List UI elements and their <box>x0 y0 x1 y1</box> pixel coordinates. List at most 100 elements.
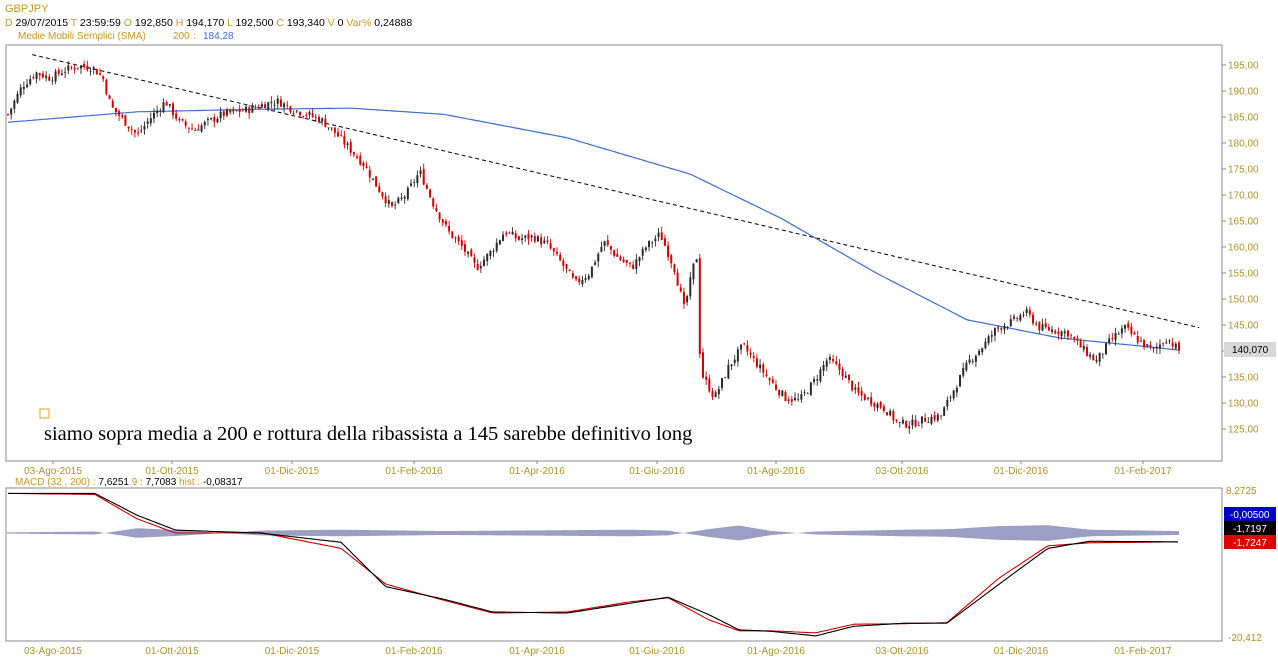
candle <box>1044 318 1047 329</box>
candle-body <box>854 387 857 390</box>
candle-body <box>556 251 559 254</box>
candle-body <box>375 176 378 187</box>
candle <box>676 268 679 286</box>
candle-body <box>213 116 216 122</box>
x-tick-label: 01-Ago-2016 <box>747 646 805 657</box>
candle <box>813 376 816 385</box>
candle-body <box>1006 326 1009 328</box>
candle-body <box>552 248 555 252</box>
candle-body <box>1038 321 1041 331</box>
candle <box>502 231 505 242</box>
candle-body <box>867 397 870 399</box>
candle-body <box>283 103 286 108</box>
candle <box>191 123 194 131</box>
candle-body <box>641 248 644 256</box>
candle <box>213 113 216 128</box>
candle <box>1162 342 1165 348</box>
candle <box>800 390 803 403</box>
candle-body <box>387 200 390 204</box>
candle <box>565 263 568 274</box>
candle-body <box>644 247 647 250</box>
candle-body <box>746 345 749 352</box>
candle-body <box>1035 323 1038 325</box>
candle-body <box>1009 319 1012 326</box>
candle <box>701 348 704 380</box>
candle <box>143 121 146 135</box>
candle <box>651 241 654 248</box>
candle <box>857 382 860 396</box>
candle <box>229 108 232 115</box>
candle <box>1051 325 1054 334</box>
macd-legend-part: : <box>137 477 145 488</box>
candle <box>489 249 492 260</box>
candle-body <box>1092 354 1095 361</box>
candle <box>822 360 825 377</box>
candle-body <box>698 258 701 354</box>
candle-body <box>19 87 22 96</box>
candle <box>740 344 743 355</box>
candle <box>327 127 330 131</box>
x-tick-label: 03-Ago-2015 <box>24 646 82 657</box>
candle <box>86 60 89 72</box>
candle-body <box>45 75 48 78</box>
candle-body <box>32 77 35 79</box>
candle <box>993 327 996 342</box>
candle <box>495 238 498 253</box>
candle <box>1098 352 1101 366</box>
candle-body <box>619 256 622 261</box>
candle <box>568 269 571 272</box>
candle-body <box>578 278 581 283</box>
candle-body <box>1101 353 1104 355</box>
candle <box>860 386 863 401</box>
candle-body <box>276 98 279 104</box>
candle <box>102 75 105 82</box>
candle <box>990 330 993 343</box>
candle <box>460 234 463 250</box>
candle <box>378 182 381 193</box>
candle <box>594 259 597 266</box>
candle-body <box>425 184 428 189</box>
candle-body <box>749 352 752 355</box>
x-tick-label: 01-Feb-2016 <box>385 646 443 657</box>
candle <box>1168 339 1171 345</box>
macd-hist-tag-text: -0,00500 <box>1230 510 1270 521</box>
candle <box>1143 339 1146 350</box>
candle <box>267 101 270 112</box>
sma-legend: Medie Mobili Semplici (SMA) 200 : 184,28 <box>18 31 234 42</box>
candle-body <box>838 363 841 370</box>
candle <box>914 415 917 428</box>
candle-body <box>625 260 628 263</box>
macd-legend-part: : <box>195 477 203 488</box>
candle <box>663 234 666 247</box>
candle <box>172 102 175 120</box>
candle <box>936 412 939 423</box>
candle-body <box>121 115 124 117</box>
candle <box>1101 353 1104 359</box>
candle-body <box>571 273 574 278</box>
candle <box>828 354 831 365</box>
candle-body <box>308 112 311 116</box>
candle-body <box>184 121 187 126</box>
candle-body <box>149 118 152 124</box>
candle <box>1057 327 1060 340</box>
candle <box>32 74 35 80</box>
ohlc-value: 192,500 <box>233 17 274 29</box>
candle-body <box>1003 326 1006 330</box>
candle-body <box>286 104 289 106</box>
candle-body <box>1016 318 1019 319</box>
candle-body <box>917 425 920 426</box>
candle <box>121 113 124 119</box>
candle-body <box>70 67 73 69</box>
candle <box>467 251 470 258</box>
candle <box>210 117 213 121</box>
candle <box>317 114 320 124</box>
macd-signal-tag: -1,7247 <box>1224 535 1276 549</box>
x-tick-label: 01-Dic-2016 <box>994 466 1049 477</box>
candle <box>114 107 117 117</box>
candle-body <box>581 280 584 285</box>
candle <box>245 105 248 114</box>
candle <box>587 273 590 281</box>
candle <box>781 389 784 397</box>
candle <box>1178 340 1180 355</box>
candle-body <box>229 109 232 113</box>
